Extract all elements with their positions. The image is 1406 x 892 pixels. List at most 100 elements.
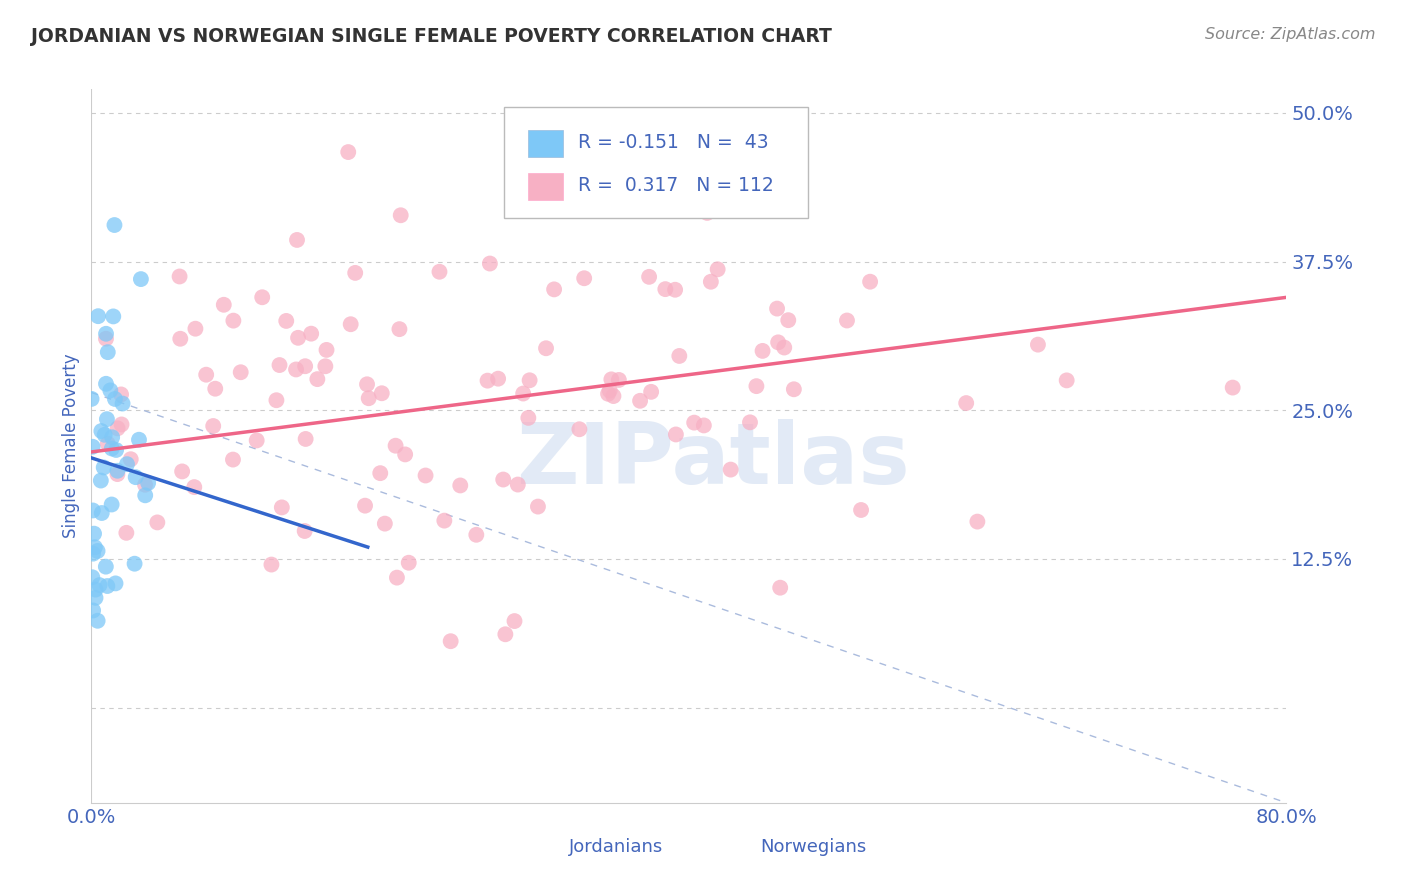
Point (98, 384, 121, 398)
Point (82, 603, 104, 617)
Point (519, 373, 541, 387)
Point (607, 373, 630, 387)
Point (82, 503, 104, 517)
Point (101, 442, 124, 456)
Point (83, 526, 105, 541)
Point (90, 506, 112, 520)
Point (229, 365, 252, 379)
Point (638, 269, 661, 284)
Point (339, 317, 361, 331)
Point (696, 206, 718, 220)
Point (94, 326, 117, 341)
Point (105, 442, 128, 457)
Point (543, 282, 565, 296)
Point (107, 421, 129, 435)
Point (128, 433, 150, 447)
Point (344, 266, 367, 280)
Point (706, 262, 728, 277)
Point (492, 473, 515, 487)
Point (285, 233, 308, 247)
Point (429, 265, 451, 279)
Point (307, 372, 329, 386)
Point (415, 468, 437, 483)
Point (849, 503, 872, 517)
Point (354, 499, 377, 513)
Point (374, 516, 396, 531)
Point (527, 500, 550, 514)
Point (315, 343, 337, 357)
Point (465, 528, 488, 542)
Point (204, 382, 226, 396)
Point (433, 514, 456, 528)
Point (955, 396, 977, 410)
Point (494, 627, 516, 641)
Point (314, 359, 336, 374)
Point (82, 547, 104, 561)
Point (1056, 373, 1078, 387)
Point (440, 634, 463, 648)
Point (357, 391, 380, 405)
Point (115, 525, 138, 540)
FancyBboxPatch shape (725, 837, 751, 857)
Point (169, 269, 191, 284)
Text: Jordanians: Jordanians (569, 838, 664, 856)
Point (104, 576, 127, 591)
Point (664, 283, 686, 297)
Point (700, 275, 723, 289)
Point (195, 368, 218, 382)
FancyBboxPatch shape (534, 837, 560, 857)
Text: R = -0.151   N =  43: R = -0.151 N = 43 (578, 133, 769, 153)
Point (97, 345, 120, 359)
Point (1056, 52, 1078, 66)
Y-axis label: Single Female Poverty: Single Female Poverty (62, 354, 80, 538)
Point (222, 452, 245, 467)
Point (665, 427, 688, 442)
Point (783, 382, 806, 396)
Point (600, 372, 623, 386)
Point (276, 314, 298, 328)
Point (628, 393, 651, 408)
Point (745, 379, 768, 393)
Point (859, 275, 882, 289)
Point (269, 358, 291, 372)
Point (89, 578, 111, 592)
Point (169, 332, 191, 346)
Point (693, 418, 716, 433)
Point (93, 427, 115, 442)
Point (86, 544, 108, 558)
Point (683, 416, 706, 430)
Point (93, 460, 115, 475)
Point (294, 359, 316, 374)
Point (184, 321, 207, 335)
Point (107, 464, 129, 478)
Point (512, 386, 534, 401)
Point (368, 466, 391, 480)
Point (773, 341, 796, 355)
Point (654, 282, 676, 296)
Point (110, 417, 132, 432)
Point (111, 396, 134, 410)
Point (96, 579, 118, 593)
Point (1222, 381, 1244, 395)
Point (385, 571, 408, 585)
Point (596, 386, 619, 401)
Point (103, 218, 125, 232)
Point (534, 341, 557, 355)
Point (778, 313, 800, 327)
Point (83, 541, 105, 555)
Point (90, 474, 112, 488)
FancyBboxPatch shape (527, 130, 564, 157)
Point (517, 410, 540, 425)
Point (252, 290, 274, 304)
Point (751, 343, 773, 358)
Point (287, 331, 309, 345)
Point (80, 392, 103, 406)
Point (129, 272, 152, 286)
Point (477, 374, 499, 388)
Point (371, 386, 394, 401)
Point (104, 392, 127, 406)
Point (503, 614, 526, 628)
Point (202, 419, 225, 434)
Point (136, 475, 159, 490)
Point (90, 424, 112, 438)
